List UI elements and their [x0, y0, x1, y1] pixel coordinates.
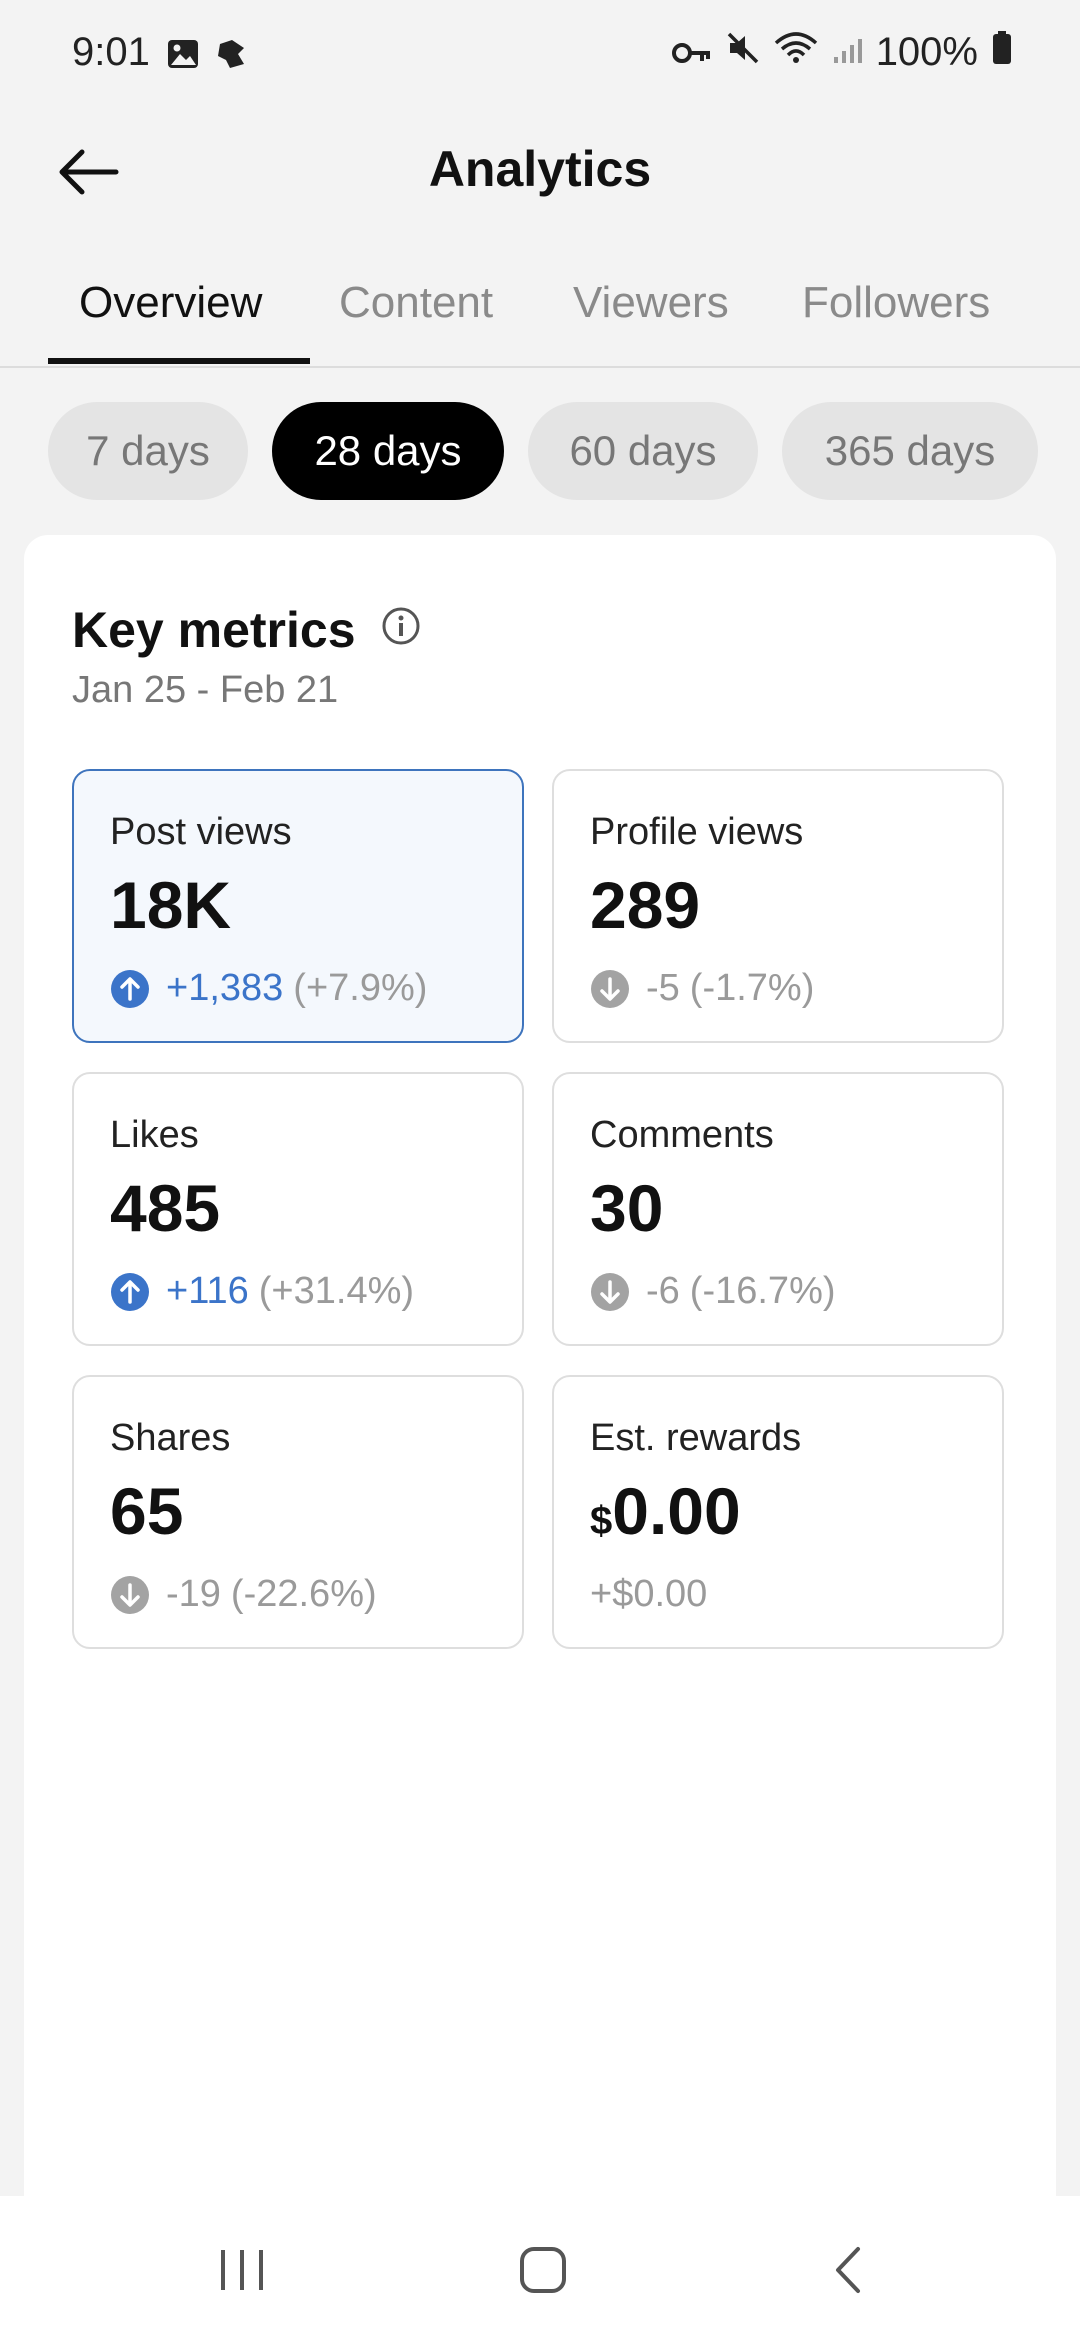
- metric-change: -5: [646, 967, 680, 1009]
- metric-value: 30: [590, 1171, 664, 1245]
- metric-label: Shares: [110, 1417, 231, 1459]
- metric-value: 65: [110, 1474, 184, 1548]
- range-chip-28-days[interactable]: 28 days: [272, 402, 504, 500]
- range-chip-365-days[interactable]: 365 days: [782, 402, 1038, 500]
- vpn-key-icon: [671, 30, 712, 75]
- date-range-selector: 7 days 28 days 60 days 365 days: [48, 402, 1038, 500]
- metric-change-percent: (+7.9%): [293, 967, 428, 1009]
- recent-apps-icon: [221, 2250, 263, 2290]
- tab-followers[interactable]: Followers: [802, 278, 991, 327]
- key-metrics-date-range: Jan 25 - Feb 21: [72, 669, 339, 711]
- tab-bar: Overview Content Viewers Followers: [0, 256, 1080, 368]
- page-title: Analytics: [428, 141, 652, 197]
- chevron-left-icon: [836, 2247, 860, 2293]
- tab-viewers[interactable]: Viewers: [573, 278, 729, 327]
- arrow-left-icon: [59, 149, 119, 195]
- metric-card-est-rewards[interactable]: Est. rewards $0.00 +$0.00: [552, 1375, 1004, 1649]
- range-chip-7-days[interactable]: 7 days: [48, 402, 248, 500]
- status-bar: 9:01 100%: [0, 0, 1080, 112]
- home-icon: [520, 2247, 566, 2293]
- metric-card-shares[interactable]: Shares 65 -19 (-22.6%): [72, 1375, 524, 1649]
- currency-symbol: $: [590, 1499, 613, 1543]
- metric-change-percent: (+31.4%): [258, 1270, 415, 1312]
- arrow-up-circle-icon: [110, 969, 150, 1009]
- home-button[interactable]: [503, 2240, 583, 2300]
- back-nav-button[interactable]: [808, 2240, 888, 2300]
- battery-icon: [992, 30, 1012, 75]
- metric-label: Post views: [110, 811, 292, 853]
- key-metrics-card: Key metrics Jan 25 - Feb 21 Post views 1…: [24, 535, 1056, 2340]
- back-button[interactable]: [48, 132, 128, 212]
- metric-label: Comments: [590, 1114, 774, 1156]
- wifi-icon: [774, 30, 818, 75]
- metric-value: 289: [590, 868, 701, 942]
- mute-icon: [726, 30, 760, 75]
- arrow-down-circle-icon: [110, 1575, 150, 1615]
- metric-value: 18K: [110, 868, 232, 942]
- arrow-up-circle-icon: [110, 1272, 150, 1312]
- metric-card-profile-views[interactable]: Profile views 289 -5 (-1.7%): [552, 769, 1004, 1043]
- metric-change-percent: (-22.6%): [230, 1573, 377, 1615]
- metric-change: +$0.00: [590, 1573, 708, 1615]
- gallery-icon: [166, 38, 200, 75]
- metric-label: Likes: [110, 1114, 199, 1156]
- info-icon[interactable]: [380, 605, 422, 652]
- metric-change: -19: [166, 1573, 221, 1615]
- metric-change: +1,383: [166, 967, 284, 1009]
- metric-value-amount: 0.00: [612, 1474, 741, 1548]
- notification-icon: [214, 38, 248, 75]
- range-chip-60-days[interactable]: 60 days: [528, 402, 758, 500]
- arrow-down-circle-icon: [590, 969, 630, 1009]
- metric-card-comments[interactable]: Comments 30 -6 (-16.7%): [552, 1072, 1004, 1346]
- tab-content[interactable]: Content: [339, 278, 494, 327]
- recent-apps-button[interactable]: [202, 2240, 282, 2300]
- key-metrics-title: Key metrics: [72, 602, 356, 658]
- metric-change: -6: [646, 1270, 680, 1312]
- metric-value: $0.00: [590, 1473, 741, 1549]
- metric-change: +116: [166, 1270, 249, 1312]
- metric-card-post-views[interactable]: Post views 18K +1,383 (+7.9%): [72, 769, 524, 1043]
- app-header: Analytics: [0, 112, 1080, 232]
- metric-value: 485: [110, 1171, 221, 1245]
- system-nav-bar: [0, 2196, 1080, 2340]
- tabs-scroll-fade: [990, 256, 1080, 362]
- metric-card-likes[interactable]: Likes 485 +116 (+31.4%): [72, 1072, 524, 1346]
- metric-label: Est. rewards: [590, 1417, 802, 1459]
- tab-overview[interactable]: Overview: [79, 278, 263, 327]
- tab-active-indicator: [48, 358, 310, 364]
- arrow-down-circle-icon: [590, 1272, 630, 1312]
- metric-change-percent: (-1.7%): [689, 967, 815, 1009]
- metric-change-percent: (-16.7%): [689, 1270, 836, 1312]
- signal-icon: [832, 30, 862, 75]
- status-time: 9:01: [72, 30, 150, 74]
- battery-level: 100%: [875, 30, 978, 74]
- metric-label: Profile views: [590, 811, 804, 853]
